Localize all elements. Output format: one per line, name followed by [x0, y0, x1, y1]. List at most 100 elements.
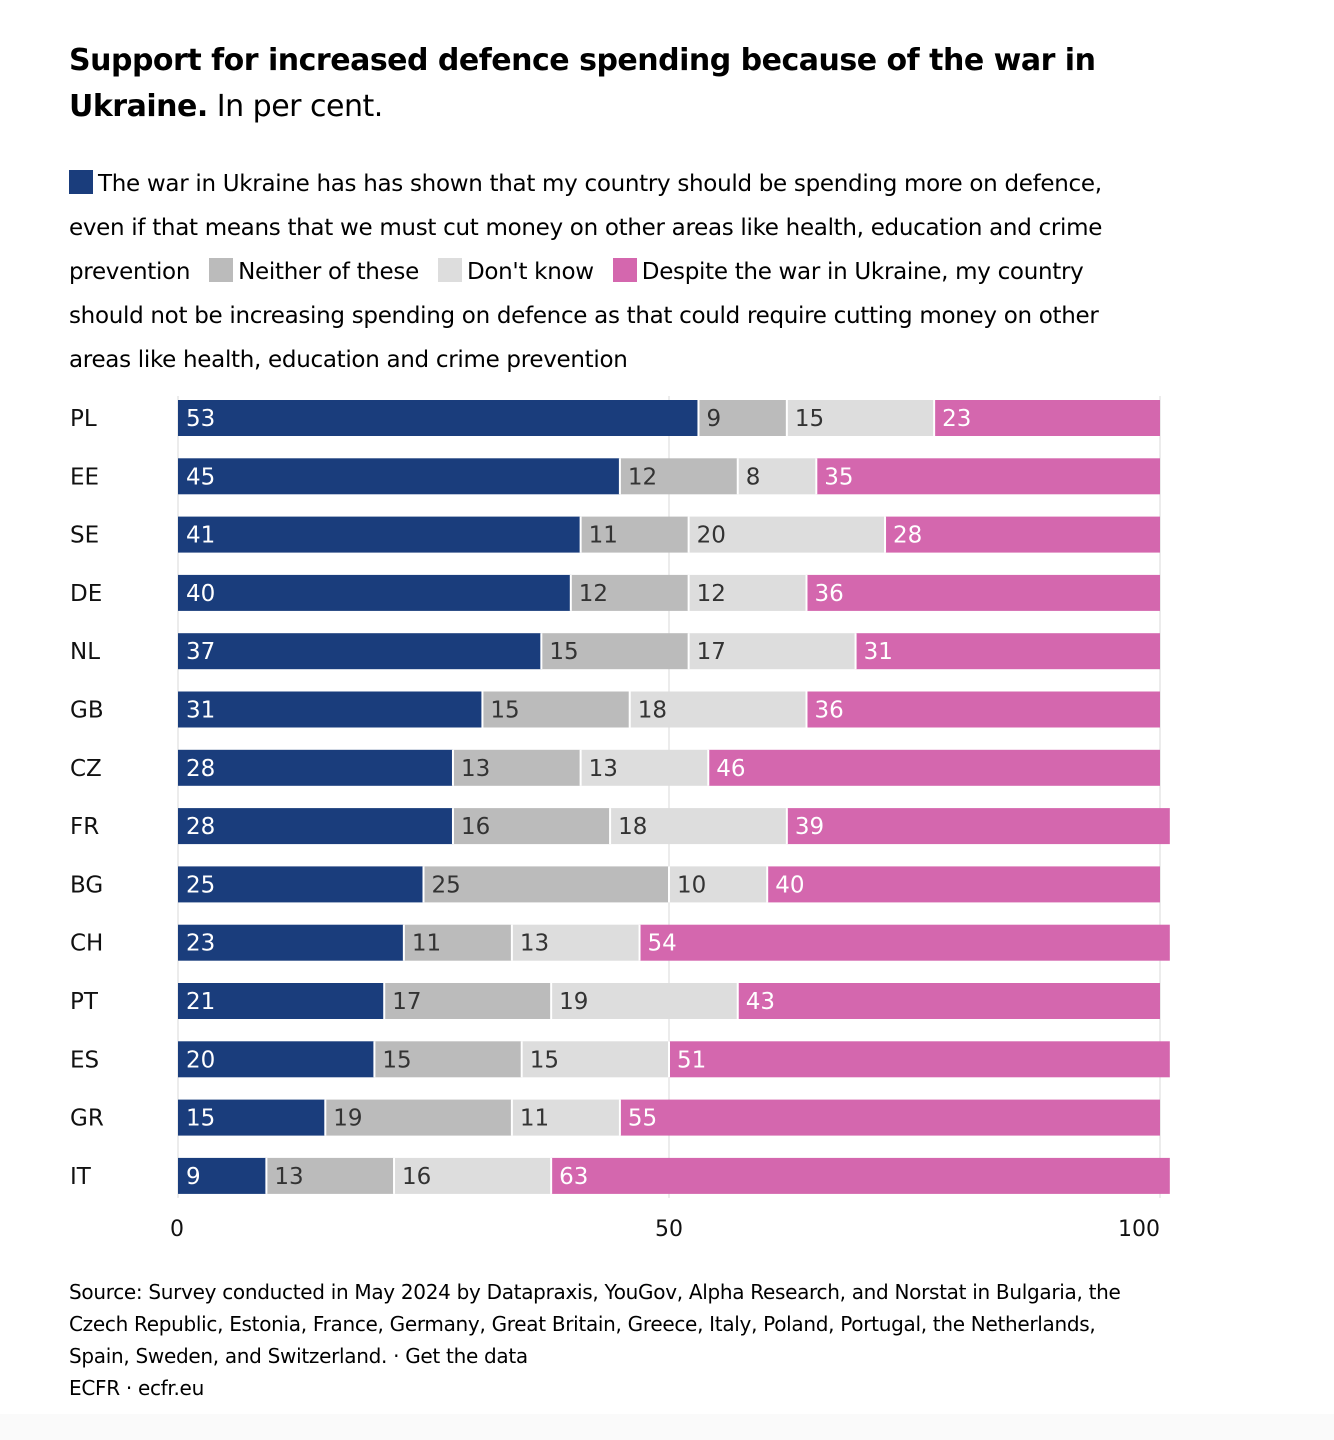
category-label: IT — [70, 1164, 92, 1190]
value-label: 35 — [824, 464, 853, 490]
get-the-data-link[interactable]: Get the data — [405, 1344, 528, 1368]
value-label: 20 — [186, 1047, 215, 1073]
bar-support — [178, 924, 404, 961]
value-label: 16 — [461, 814, 490, 840]
value-label: 55 — [628, 1106, 657, 1132]
bar-neither — [403, 924, 512, 961]
value-label: 11 — [520, 1106, 549, 1132]
value-label: 43 — [746, 989, 775, 1015]
bar-dont-know — [688, 574, 807, 611]
bar-neither — [384, 983, 552, 1019]
bar-dont-know — [521, 1041, 669, 1078]
bar-neither — [570, 574, 689, 611]
bar-oppose — [786, 808, 1170, 845]
value-label: 63 — [559, 1164, 588, 1190]
x-tick-label: 50 — [655, 1217, 683, 1242]
bar-support — [178, 749, 453, 786]
value-label: 15 — [795, 406, 824, 432]
bar-oppose — [855, 633, 1160, 670]
bottom-band — [0, 1414, 1334, 1440]
bar-oppose — [767, 866, 1160, 903]
bar-dont-know — [786, 400, 935, 436]
legend-label-dont-know: Don't know — [466, 259, 594, 285]
bar-dont-know — [629, 691, 807, 728]
value-label: 15 — [530, 1047, 559, 1073]
value-label: 18 — [638, 698, 667, 724]
bar-dont-know — [688, 633, 856, 670]
value-label: 46 — [716, 756, 745, 782]
category-label: DE — [70, 581, 102, 607]
bar-support — [178, 691, 483, 728]
x-tick-label: 0 — [170, 1217, 184, 1242]
value-label: 25 — [186, 872, 215, 898]
bar-support — [178, 808, 453, 845]
source-separator: · — [393, 1344, 400, 1368]
value-label: 13 — [461, 756, 490, 782]
value-label: 28 — [186, 756, 215, 782]
value-label: 53 — [186, 406, 215, 432]
bar-dont-know — [394, 1157, 552, 1194]
bar-neither — [482, 691, 630, 728]
legend-swatch-support — [69, 170, 93, 194]
value-label: 12 — [579, 581, 608, 607]
bar-neither — [452, 749, 581, 786]
bar-support — [178, 516, 581, 553]
footer: Source: Survey conducted in May 2024 by … — [69, 1276, 1149, 1404]
bar-support — [178, 1041, 375, 1078]
value-label: 8 — [746, 464, 761, 490]
bar-support — [178, 1099, 326, 1136]
value-label: 12 — [697, 581, 726, 607]
bar-dont-know — [688, 516, 886, 553]
value-label: 39 — [795, 814, 824, 840]
value-label: 28 — [893, 523, 922, 549]
chart-title-unit: In per cent. — [216, 89, 384, 124]
value-label: 13 — [589, 756, 618, 782]
bar-oppose — [639, 924, 1170, 961]
category-label: GR — [70, 1106, 104, 1132]
value-label: 51 — [677, 1047, 706, 1073]
bar-oppose — [551, 1157, 1170, 1194]
bar-neither — [452, 808, 611, 845]
bar-oppose — [934, 400, 1160, 436]
bar-neither — [619, 458, 738, 495]
value-label: 36 — [814, 581, 843, 607]
legend-item-dont-know: Don't know — [437, 258, 594, 285]
bar-neither — [423, 866, 669, 903]
value-label: 16 — [402, 1164, 431, 1190]
bar-support — [178, 1157, 267, 1194]
bar-dont-know — [737, 458, 817, 495]
bar-neither — [580, 516, 689, 553]
source-note: Source: Survey conducted in May 2024 by … — [69, 1280, 1121, 1368]
value-label: 28 — [186, 814, 215, 840]
value-label: 31 — [864, 639, 893, 665]
value-label: 9 — [186, 1164, 201, 1190]
bar-oppose — [806, 574, 1160, 611]
category-label: SE — [70, 523, 99, 549]
value-label: 15 — [549, 639, 578, 665]
chart-title: Support for increased defence spending b… — [69, 38, 1129, 130]
bar-dont-know — [511, 924, 640, 961]
category-label: FR — [70, 814, 99, 840]
legend-label-oppose: Despite the war in Ukraine, my country s… — [69, 259, 1099, 373]
bar-neither — [266, 1157, 395, 1194]
value-label: 13 — [274, 1164, 303, 1190]
legend-swatch-neither — [209, 258, 234, 282]
bar-support — [178, 400, 699, 436]
category-label: ES — [70, 1047, 99, 1073]
legend-swatch-oppose — [612, 258, 637, 282]
category-label: PT — [70, 989, 99, 1015]
value-label: 31 — [186, 698, 215, 724]
category-label: GB — [70, 698, 104, 724]
value-label: 54 — [648, 931, 677, 957]
value-label: 11 — [589, 523, 618, 549]
value-label: 19 — [333, 1106, 362, 1132]
category-label: NL — [70, 639, 100, 665]
value-label: 13 — [520, 931, 549, 957]
bar-oppose — [708, 749, 1160, 786]
value-label: 23 — [942, 406, 971, 432]
value-label: 17 — [697, 639, 726, 665]
value-label: 36 — [814, 698, 843, 724]
value-label: 15 — [186, 1106, 215, 1132]
value-label: 15 — [490, 698, 519, 724]
bar-neither — [374, 1041, 522, 1078]
